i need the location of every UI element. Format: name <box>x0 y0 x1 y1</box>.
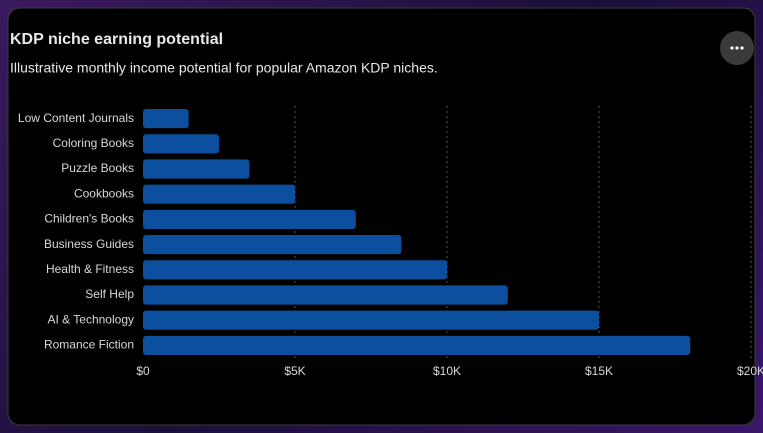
bar <box>143 109 189 129</box>
bar <box>143 285 508 305</box>
chart-subtitle: Illustrative monthly income potential fo… <box>10 60 438 76</box>
x-tick-label: $5K <box>284 364 305 378</box>
bar <box>143 184 295 204</box>
menu-dot <box>735 46 739 50</box>
bar <box>143 209 356 229</box>
y-tick-label: Health & Fitness <box>46 262 134 276</box>
bar <box>143 235 402 255</box>
y-tick-label: Puzzle Books <box>61 161 134 175</box>
y-tick-label: Low Content Journals <box>18 111 134 125</box>
y-tick-label: Coloring Books <box>53 136 134 150</box>
bar <box>143 159 250 179</box>
y-tick-label: Children's Books <box>44 212 134 226</box>
x-tick-label: $0 <box>136 364 150 378</box>
y-tick-label: Romance Fiction <box>44 338 134 352</box>
bar <box>143 134 219 154</box>
y-tick-label: Self Help <box>85 287 134 301</box>
bar <box>143 260 447 280</box>
y-tick-label: AI & Technology <box>47 312 134 326</box>
menu-dot <box>740 46 744 50</box>
x-tick-label: $15K <box>585 364 613 378</box>
menu-dot <box>730 46 734 50</box>
chart-title: KDP niche earning potential <box>10 31 223 48</box>
menu-button[interactable] <box>720 31 754 65</box>
y-tick-label: Cookbooks <box>74 186 134 200</box>
x-tick-label: $10K <box>433 364 461 378</box>
bar <box>143 335 691 355</box>
y-tick-label: Business Guides <box>44 237 134 251</box>
x-tick-label: $20K <box>737 364 763 378</box>
bar <box>143 310 599 330</box>
